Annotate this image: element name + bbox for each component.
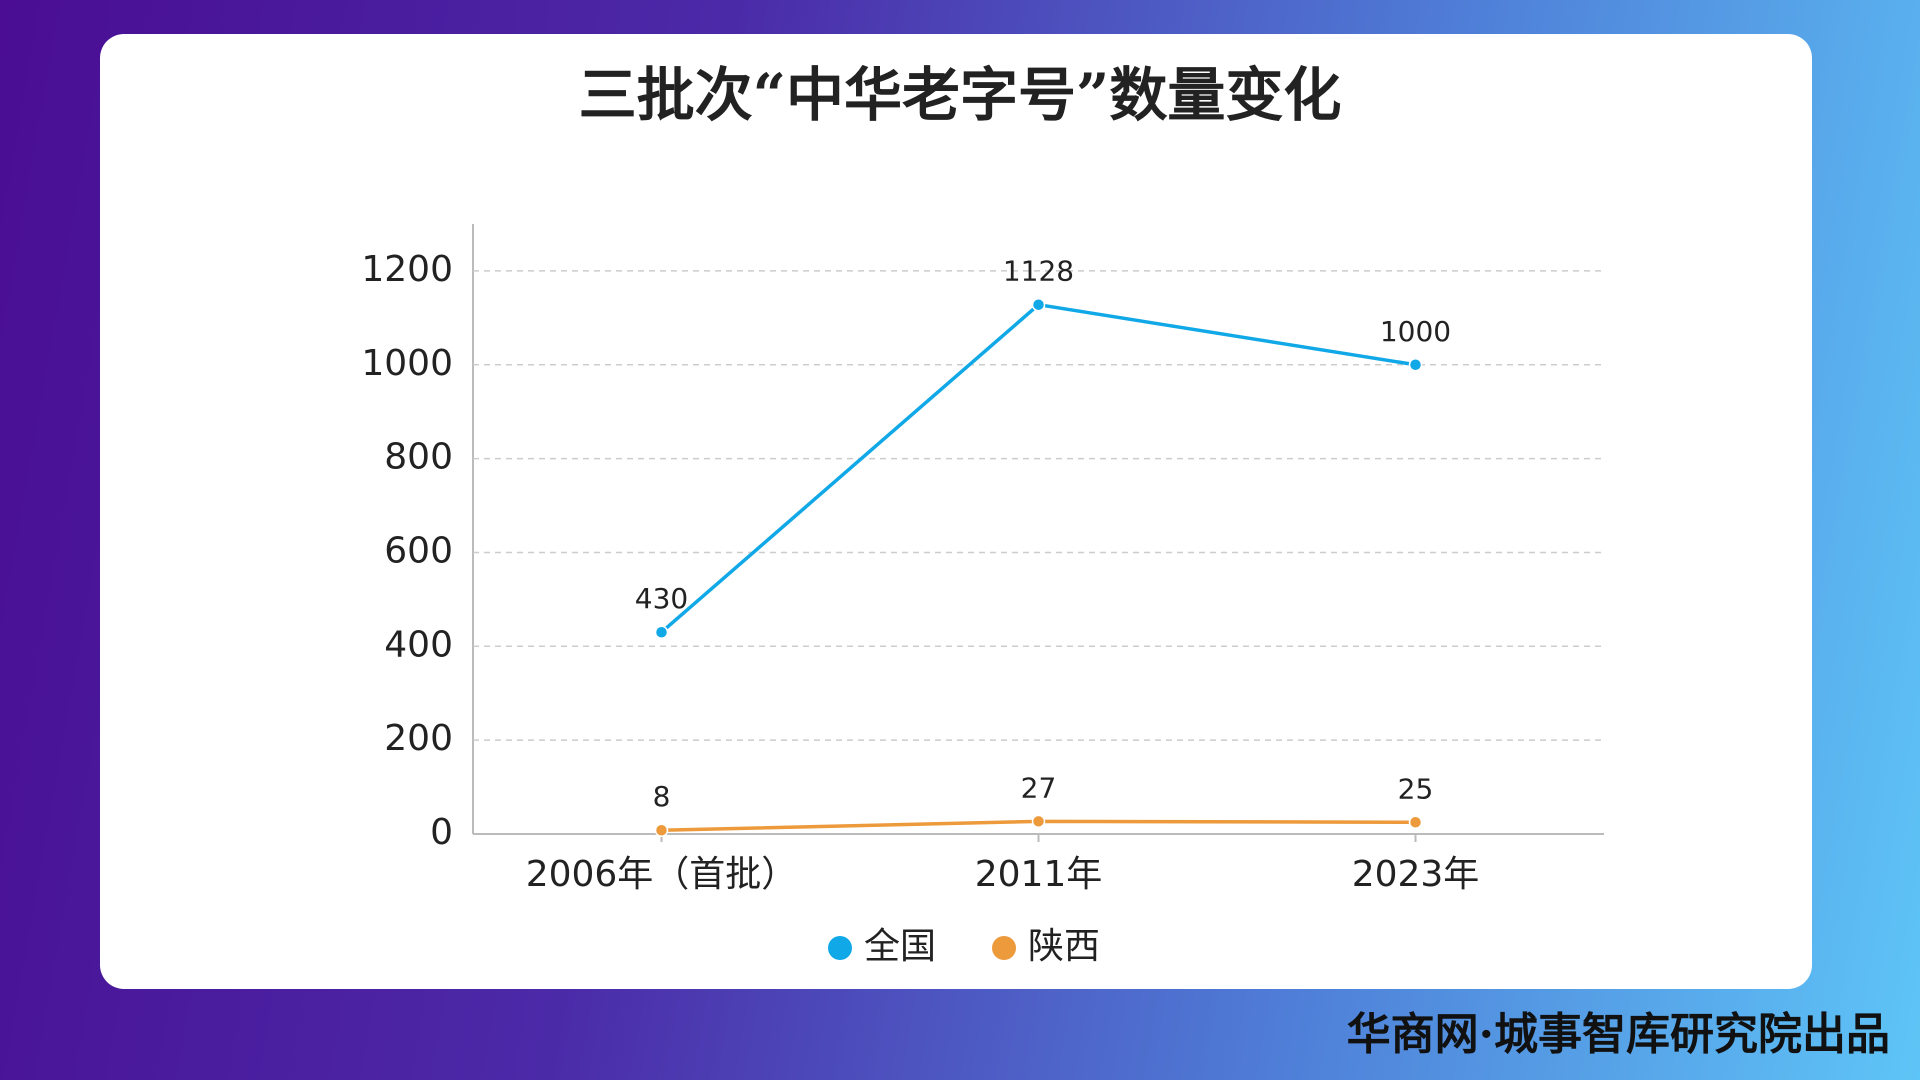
legend-label: 全国: [864, 926, 936, 967]
legend-marker: [992, 936, 1017, 960]
y-tick-label: 600: [384, 530, 453, 571]
data-point: [1031, 814, 1046, 829]
series-line: [660, 302, 1416, 634]
data-point: [1031, 297, 1046, 312]
x-tick-label: 2011年: [975, 854, 1103, 895]
x-tick-label: 2006年（首批）: [526, 854, 798, 895]
data-point: [1408, 815, 1423, 830]
data-label: 27: [1021, 771, 1057, 804]
y-tick-label: 1200: [361, 249, 453, 290]
data-label: 8: [653, 780, 671, 813]
legend-label: 陕西: [1028, 926, 1100, 967]
data-label: 25: [1398, 772, 1434, 805]
data-label: 430: [635, 582, 688, 615]
footer: 华商网·城事智库研究院出品: [1346, 1009, 1890, 1060]
legend-marker: [828, 936, 852, 960]
data-point: [1408, 358, 1423, 372]
y-tick-label: 800: [384, 437, 453, 478]
y-tick-label: 0: [430, 812, 453, 853]
y-tick-label: 200: [384, 718, 453, 759]
y-tick-label: 400: [384, 624, 453, 665]
data-label: 1000: [1380, 315, 1451, 348]
data-label: 1128: [1003, 255, 1074, 288]
chart-title: 三批次“中华老字号”数量变化: [579, 61, 1342, 129]
data-point: [654, 823, 669, 837]
data-point: [654, 625, 669, 639]
card: [100, 34, 1812, 989]
y-tick-label: 1000: [361, 343, 453, 384]
x-tick-label: 2023年: [1352, 854, 1480, 895]
